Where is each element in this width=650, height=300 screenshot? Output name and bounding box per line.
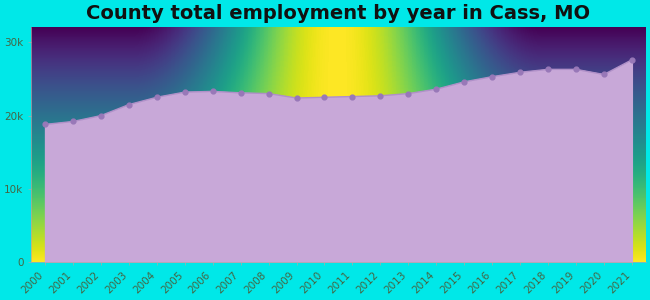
Point bbox=[347, 94, 358, 99]
Point bbox=[235, 91, 246, 95]
Point bbox=[263, 91, 274, 96]
Point bbox=[403, 91, 413, 96]
Point bbox=[543, 67, 553, 72]
Title: County total employment by year in Cass, MO: County total employment by year in Cass,… bbox=[86, 4, 590, 23]
Point bbox=[179, 90, 190, 94]
Point bbox=[515, 70, 525, 75]
Point bbox=[124, 102, 134, 107]
Point bbox=[96, 113, 106, 118]
Point bbox=[319, 95, 330, 100]
Point bbox=[431, 87, 441, 92]
Point bbox=[599, 72, 609, 77]
Point bbox=[571, 67, 581, 72]
Point bbox=[207, 89, 218, 94]
Point bbox=[40, 122, 50, 127]
Point bbox=[627, 57, 637, 62]
Point bbox=[459, 80, 469, 84]
Point bbox=[487, 74, 497, 79]
Point bbox=[151, 95, 162, 100]
Point bbox=[68, 119, 78, 124]
Point bbox=[291, 96, 302, 100]
Point bbox=[375, 93, 385, 98]
